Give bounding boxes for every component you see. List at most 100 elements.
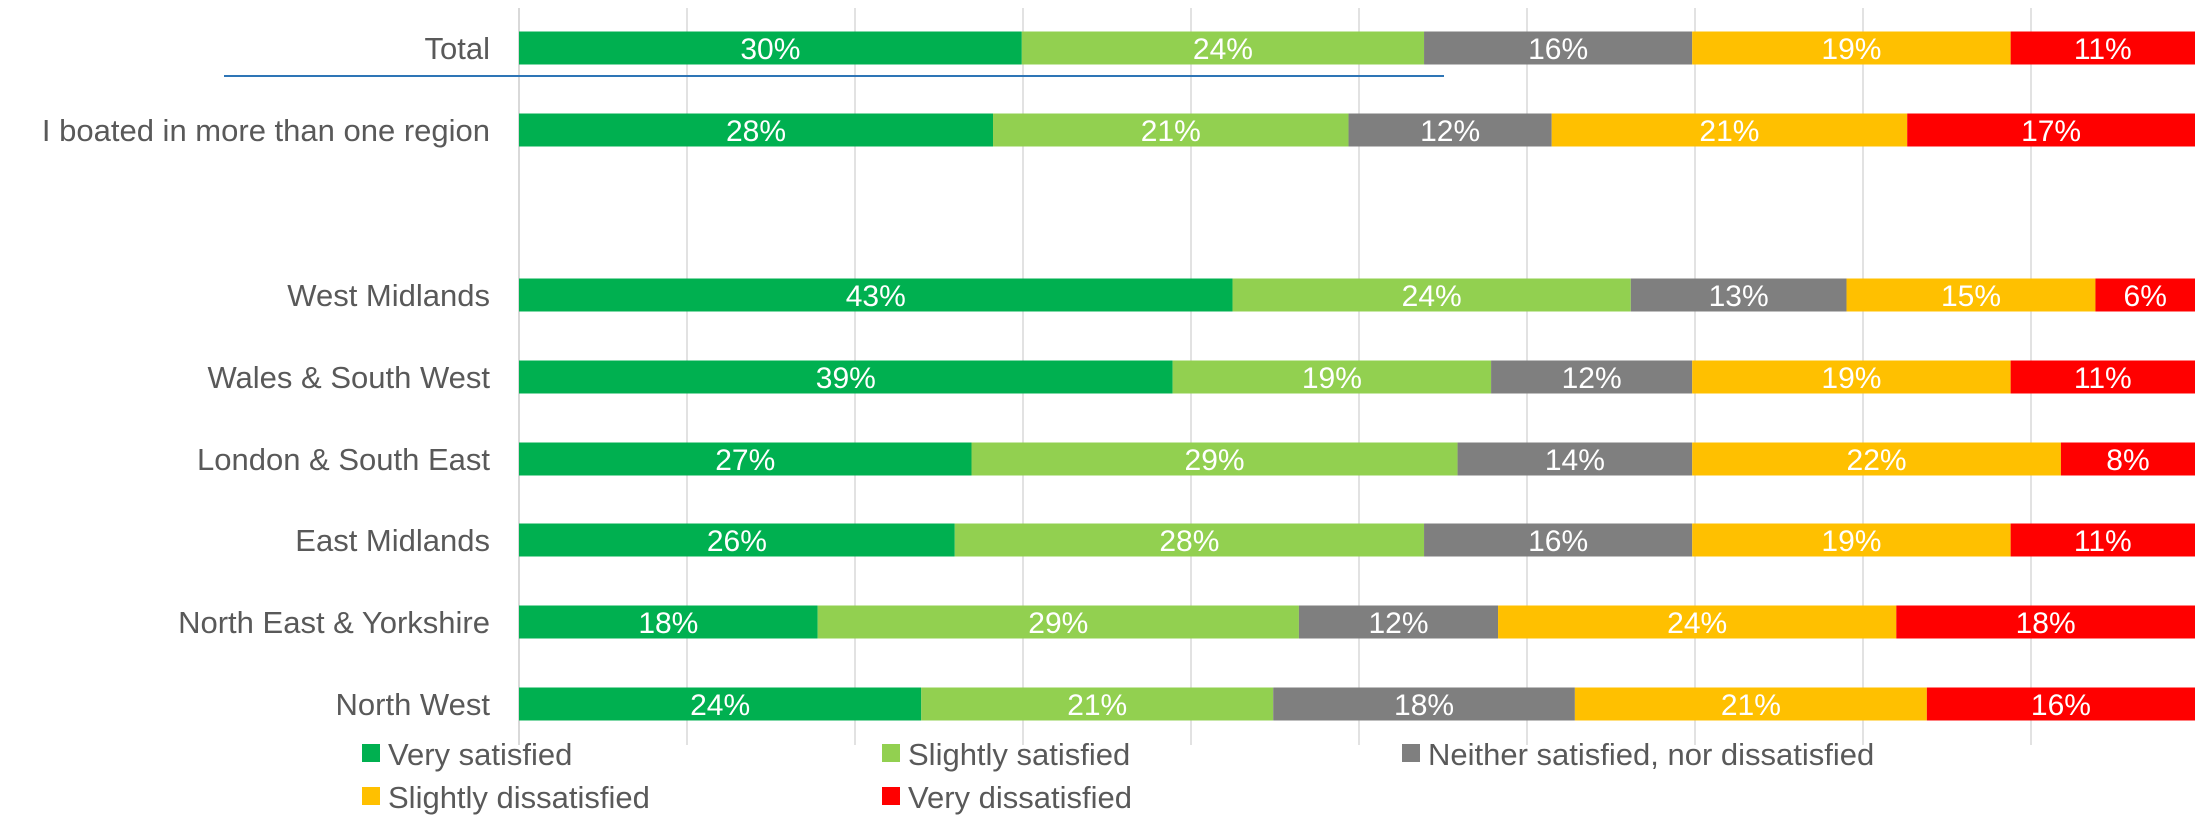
bar-segment bbox=[519, 605, 818, 639]
bar-segment bbox=[2010, 523, 2195, 557]
bar-segment bbox=[519, 31, 1022, 65]
data-label: 24% bbox=[1667, 607, 1727, 640]
data-label: 30% bbox=[740, 33, 800, 66]
legend-item: Slightly satisfied bbox=[882, 737, 1130, 772]
legend-item: Slightly dissatisfied bbox=[362, 780, 650, 815]
data-label: 11% bbox=[2074, 33, 2132, 66]
data-label: 24% bbox=[1402, 280, 1462, 313]
category-label: Total bbox=[425, 31, 490, 66]
data-label: 12% bbox=[1420, 115, 1480, 148]
data-label: 27% bbox=[715, 444, 775, 477]
bar-segment bbox=[954, 523, 1425, 557]
bar-segment bbox=[1348, 113, 1552, 147]
bar-segment bbox=[1907, 113, 2195, 147]
category-label: East Midlands bbox=[295, 523, 490, 558]
bar-segment bbox=[1896, 605, 2195, 639]
legend-label: Slightly satisfied bbox=[908, 737, 1130, 772]
data-label: 11% bbox=[2074, 362, 2132, 395]
legend-label: Neither satisfied, nor dissatisfied bbox=[1428, 737, 1874, 772]
data-label: 6% bbox=[2124, 280, 2167, 313]
bar-row: 18% 29% 12% 24% 18% bbox=[519, 605, 2195, 640]
data-label: 29% bbox=[1185, 444, 1245, 477]
data-label: 21% bbox=[1141, 115, 1201, 148]
category-label: Wales & South West bbox=[207, 360, 490, 395]
legend-label: Slightly dissatisfied bbox=[388, 780, 650, 815]
legend-label: Very satisfied bbox=[388, 737, 572, 772]
bar-segment bbox=[1491, 360, 1693, 394]
data-label: 21% bbox=[1067, 689, 1127, 722]
bar-segment bbox=[971, 442, 1458, 476]
bar-segment bbox=[519, 360, 1173, 394]
category-label: London & South East bbox=[197, 442, 490, 477]
bar-segment bbox=[1630, 278, 1847, 312]
bar-segment bbox=[1574, 687, 1927, 721]
data-label: 8% bbox=[2106, 444, 2149, 477]
category-label: North East & Yorkshire bbox=[178, 605, 490, 640]
data-label: 28% bbox=[726, 115, 786, 148]
category-label: North West bbox=[336, 687, 491, 722]
data-label: 16% bbox=[1528, 525, 1588, 558]
bar-segment bbox=[1498, 605, 1897, 639]
bar-segment bbox=[1692, 523, 2011, 557]
data-label: 13% bbox=[1709, 280, 1769, 313]
bar-row: 28% 21% 12% 21% 17% bbox=[519, 113, 2195, 148]
data-label: 24% bbox=[690, 689, 750, 722]
bar-segment bbox=[921, 687, 1274, 721]
data-label: 15% bbox=[1941, 280, 2001, 313]
bar-segment bbox=[1232, 278, 1631, 312]
legend-item: Neither satisfied, nor dissatisfied bbox=[1402, 737, 1874, 772]
bar-segment bbox=[519, 687, 922, 721]
bar-segment bbox=[1551, 113, 1908, 147]
bar-segment bbox=[993, 113, 1349, 147]
data-label: 29% bbox=[1028, 607, 1088, 640]
bar-row: 43% 24% 13% 15% 6% bbox=[519, 278, 2195, 313]
bar-segment bbox=[1273, 687, 1575, 721]
data-label: 12% bbox=[1368, 607, 1428, 640]
bar-segment bbox=[2060, 442, 2195, 476]
bar-segment bbox=[1846, 278, 2096, 312]
bar-segment bbox=[1298, 605, 1499, 639]
data-label: 19% bbox=[1821, 33, 1881, 66]
bar-segment bbox=[1692, 31, 2011, 65]
bar-segment bbox=[2010, 360, 2195, 394]
legend-item: Very satisfied bbox=[362, 737, 572, 772]
data-label: 17% bbox=[2021, 115, 2081, 148]
data-label: 24% bbox=[1193, 33, 1253, 66]
data-label: 19% bbox=[1821, 525, 1881, 558]
data-label: 11% bbox=[2074, 525, 2132, 558]
legend-swatch bbox=[1402, 744, 1420, 762]
category-label: I boated in more than one region bbox=[42, 113, 490, 148]
bar-segment bbox=[2010, 31, 2195, 65]
bar-segment bbox=[519, 523, 955, 557]
bar-segment bbox=[1692, 442, 2061, 476]
legend-swatch bbox=[362, 787, 380, 805]
legend-item: Very dissatisfied bbox=[882, 780, 1132, 815]
bar-segment bbox=[2095, 278, 2195, 312]
bar-segment bbox=[1926, 687, 2195, 721]
bar-segment bbox=[1424, 523, 1693, 557]
bar-row: 24% 21% 18% 21% 16% bbox=[519, 687, 2195, 722]
data-label: 43% bbox=[846, 280, 906, 313]
data-label: 18% bbox=[638, 607, 698, 640]
bar-segment bbox=[1692, 360, 2011, 394]
legend-swatch bbox=[362, 744, 380, 762]
legend-swatch bbox=[882, 787, 900, 805]
data-label: 14% bbox=[1545, 444, 1605, 477]
category-label: West Midlands bbox=[287, 278, 490, 313]
data-label: 22% bbox=[1847, 444, 1907, 477]
bar-segment bbox=[519, 113, 994, 147]
legend: Very satisfied Slightly satisfied Neither … bbox=[362, 737, 1874, 815]
bar-segment bbox=[1424, 31, 1693, 65]
bar-segment bbox=[817, 605, 1299, 639]
data-label: 18% bbox=[2016, 607, 2076, 640]
data-label: 26% bbox=[707, 525, 767, 558]
data-label: 21% bbox=[1721, 689, 1781, 722]
bars: 30% 24% 16% 19% 11% 28% 21% 12% 21% 17% 43% 24% 13% 1… bbox=[519, 31, 2195, 722]
bar-row: 27% 29% 14% 22% 8% bbox=[519, 442, 2195, 477]
data-label: 19% bbox=[1821, 362, 1881, 395]
data-label: 16% bbox=[2031, 689, 2091, 722]
bar-row: 39% 19% 12% 19% 11% bbox=[519, 360, 2195, 395]
data-label: 18% bbox=[1394, 689, 1454, 722]
bar-segment bbox=[519, 278, 1233, 312]
bar-row: 26% 28% 16% 19% 11% bbox=[519, 523, 2195, 558]
